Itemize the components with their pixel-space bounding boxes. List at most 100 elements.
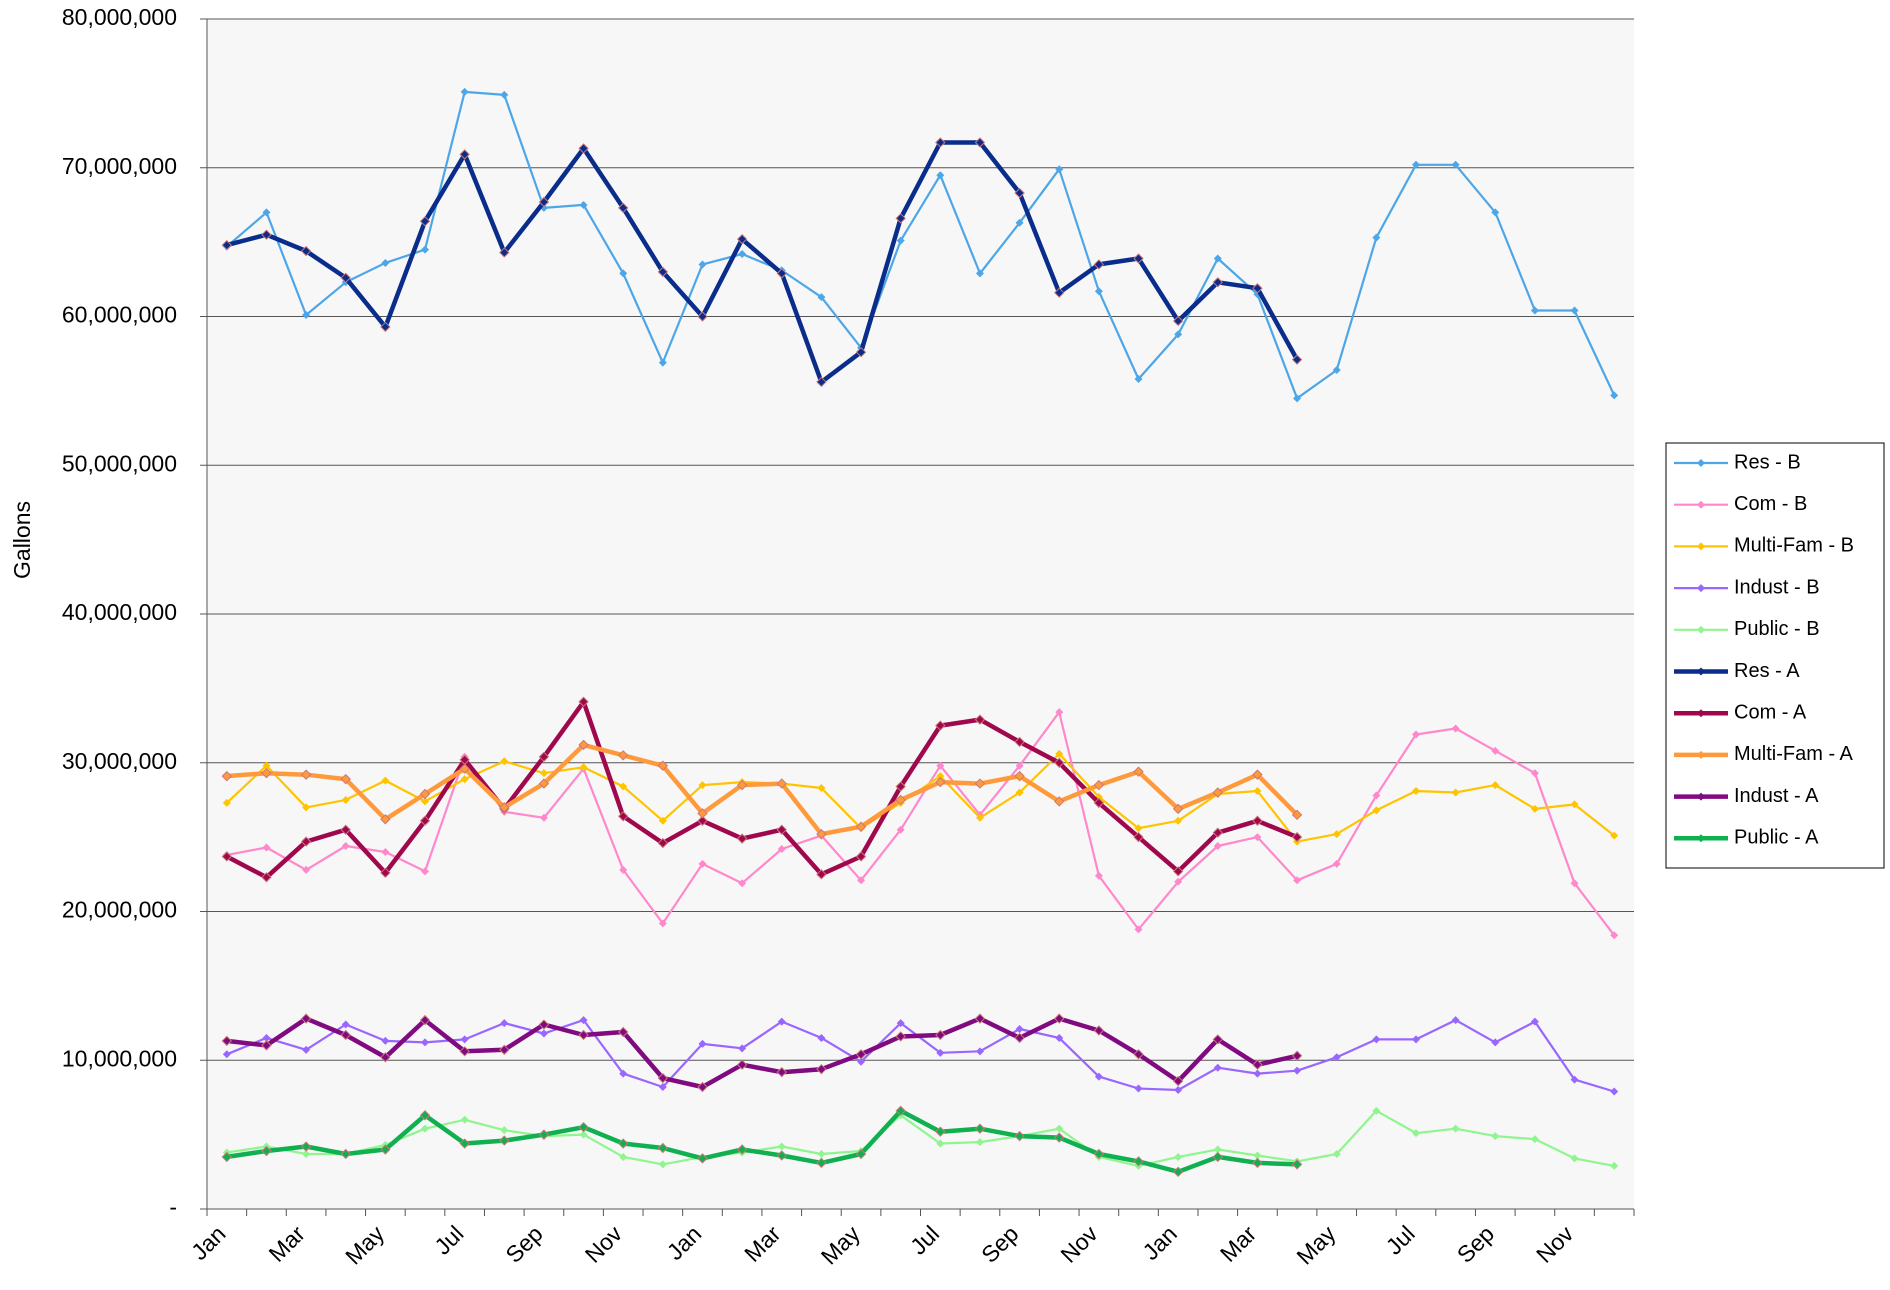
point-marker xyxy=(221,851,233,862)
point-marker xyxy=(1212,827,1223,838)
point-marker xyxy=(974,1013,986,1024)
point-marker xyxy=(657,760,669,771)
point-marker xyxy=(738,1044,747,1053)
point-marker xyxy=(419,815,431,826)
point-marker xyxy=(262,1033,271,1042)
point-marker xyxy=(619,269,628,278)
series-line xyxy=(226,1108,1298,1175)
point-marker xyxy=(1212,277,1223,288)
point-marker xyxy=(539,813,548,822)
point-marker xyxy=(538,196,550,208)
point-marker xyxy=(1451,1016,1460,1025)
point-marker xyxy=(381,848,390,856)
point-marker xyxy=(341,842,350,851)
point-marker xyxy=(816,1157,827,1169)
point-marker xyxy=(302,865,311,874)
point-marker xyxy=(579,200,588,209)
point-marker xyxy=(657,266,669,278)
legend-label: Com - B xyxy=(1734,493,1807,515)
point-marker xyxy=(896,825,905,834)
point-marker xyxy=(736,233,748,245)
series-line xyxy=(226,742,1299,837)
legend-marker xyxy=(1697,667,1705,676)
point-marker xyxy=(1172,803,1184,815)
point-marker xyxy=(1570,879,1579,888)
point-marker xyxy=(618,202,629,214)
point-marker xyxy=(419,1110,431,1121)
point-marker xyxy=(1372,806,1381,815)
point-marker xyxy=(657,1142,669,1154)
point-marker xyxy=(1253,787,1262,796)
point-marker xyxy=(538,1019,550,1030)
legend-marker xyxy=(1697,542,1705,551)
point-marker xyxy=(1570,1075,1579,1084)
point-marker xyxy=(1530,1135,1539,1144)
point-marker xyxy=(1570,306,1579,315)
point-marker xyxy=(1491,208,1500,217)
point-marker xyxy=(1134,925,1143,934)
point-marker xyxy=(1332,366,1341,375)
point-marker xyxy=(579,763,588,772)
point-marker xyxy=(1055,1033,1064,1042)
point-marker xyxy=(1491,1132,1500,1141)
point-marker xyxy=(1133,1049,1144,1060)
point-marker xyxy=(578,143,589,154)
x-tick-label: Sep xyxy=(976,1220,1023,1267)
point-marker xyxy=(857,876,866,885)
point-marker xyxy=(302,311,311,320)
x-tick-label: Sep xyxy=(500,1220,547,1267)
point-marker xyxy=(302,1149,311,1158)
legend-marker xyxy=(1697,459,1705,467)
point-marker xyxy=(340,773,351,785)
point-marker xyxy=(261,767,272,779)
point-marker xyxy=(1411,1129,1420,1138)
point-marker xyxy=(538,751,550,763)
point-marker xyxy=(697,1081,708,1093)
point-marker xyxy=(1372,1035,1381,1044)
point-marker xyxy=(935,1126,946,1137)
point-marker xyxy=(817,1033,826,1042)
point-marker xyxy=(935,776,946,788)
point-marker xyxy=(1332,830,1341,839)
point-marker xyxy=(816,376,827,388)
point-marker xyxy=(936,772,945,781)
point-marker xyxy=(697,815,708,826)
point-marker xyxy=(658,1083,667,1092)
point-marker xyxy=(975,1047,984,1056)
point-marker xyxy=(341,795,350,804)
point-marker xyxy=(341,1020,350,1029)
point-marker xyxy=(816,869,827,880)
series-line xyxy=(226,1109,1615,1167)
point-marker xyxy=(340,1148,351,1160)
point-marker xyxy=(1094,1072,1103,1081)
point-marker xyxy=(698,859,707,868)
point-marker xyxy=(302,1045,311,1054)
point-marker xyxy=(1172,866,1184,877)
point-marker xyxy=(974,137,986,148)
point-marker xyxy=(302,803,311,812)
point-marker xyxy=(539,769,548,778)
point-marker xyxy=(618,811,629,822)
point-marker xyxy=(1212,1034,1223,1045)
point-marker xyxy=(261,1040,272,1051)
legend-label: Indust - A xyxy=(1734,785,1819,807)
point-marker xyxy=(1610,831,1619,840)
point-marker xyxy=(262,843,271,852)
point-marker xyxy=(222,798,231,807)
point-marker xyxy=(936,1139,945,1148)
point-marker xyxy=(1093,779,1105,791)
y-tick-label: - xyxy=(169,1194,177,1220)
point-marker xyxy=(1451,724,1460,733)
point-marker xyxy=(340,272,351,284)
point-marker xyxy=(776,778,787,789)
point-marker xyxy=(697,311,708,322)
point-marker xyxy=(1015,1025,1024,1034)
point-marker xyxy=(1054,287,1065,298)
point-marker xyxy=(500,1126,509,1135)
legend-marker xyxy=(1697,709,1705,718)
point-marker xyxy=(1172,1075,1184,1087)
point-marker xyxy=(1172,1166,1184,1178)
point-marker xyxy=(776,268,787,279)
point-marker xyxy=(460,1035,469,1044)
point-marker xyxy=(421,245,430,254)
